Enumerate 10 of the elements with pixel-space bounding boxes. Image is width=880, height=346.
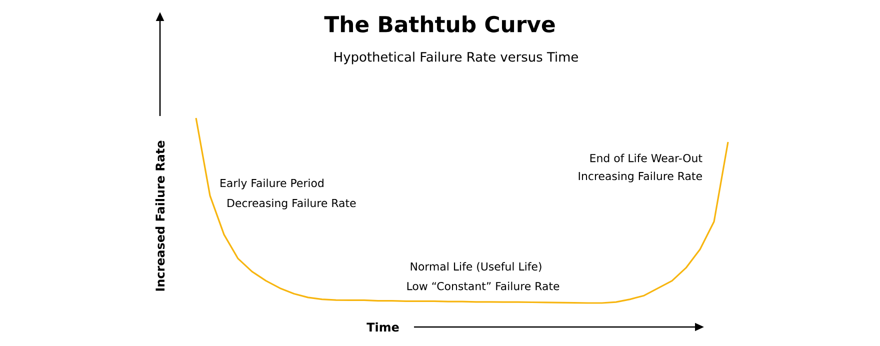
chart-title: The Bathtub Curve	[324, 16, 555, 32]
chart-subtitle: Hypothetical Failure Rate versus Time	[334, 52, 578, 64]
annotation: End of Life Wear-Out	[590, 154, 702, 162]
annotation: Early Failure Period	[220, 178, 324, 190]
annotation: Increasing Failure Rate	[578, 172, 702, 182]
y-axis-title: Increased Failure Rate	[155, 140, 165, 291]
x-axis-title: Time	[366, 322, 399, 332]
annotation: Low “Constant” Failure Rate	[407, 282, 560, 290]
annotation: Normal Life (Useful Life)	[410, 262, 542, 272]
annotation: Decreasing Failure Rate	[228, 198, 356, 210]
